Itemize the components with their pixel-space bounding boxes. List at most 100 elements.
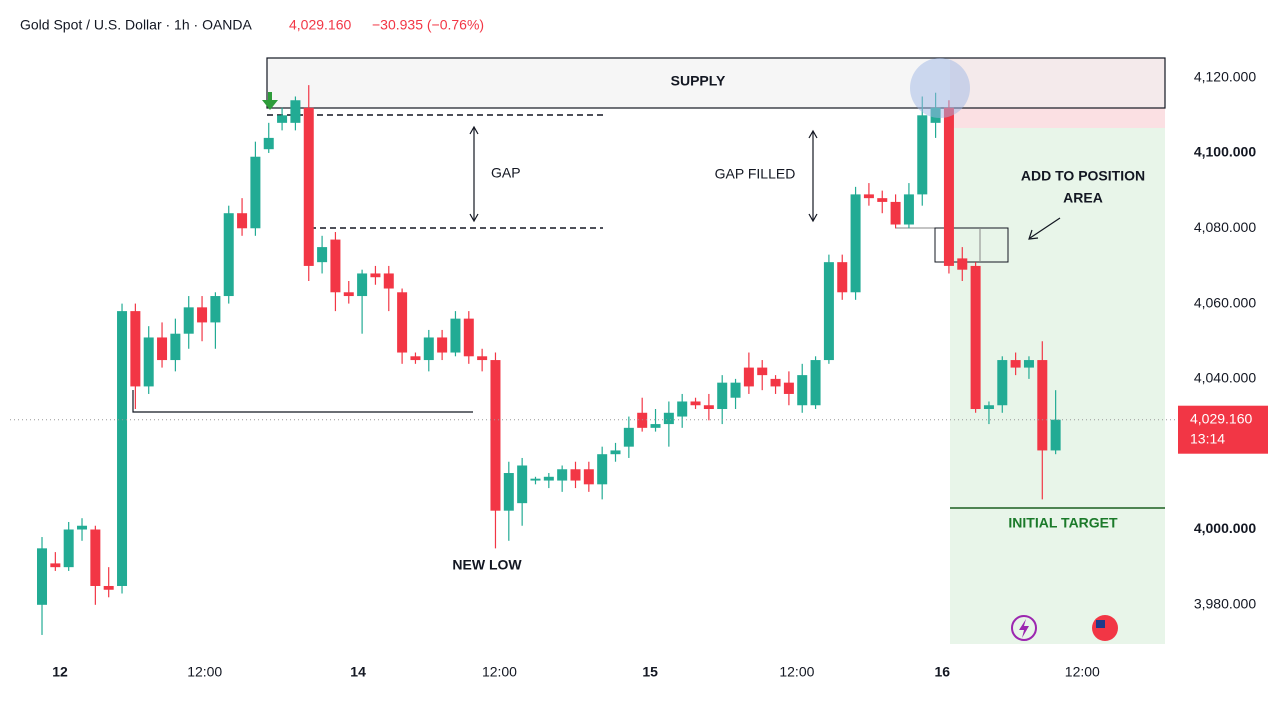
add-arrow (1029, 217, 1061, 239)
lightning-icon[interactable] (1011, 615, 1037, 641)
entry-arrow (262, 92, 278, 110)
candle-body (77, 525, 88, 530)
candle-body (557, 469, 568, 481)
y-tick-label: 4,120.000 (1194, 68, 1256, 84)
candle-body (170, 333, 181, 361)
add-arrow-head (1028, 229, 1039, 240)
candle-body (383, 273, 394, 289)
candle-body (650, 424, 661, 428)
flag-canton (1096, 620, 1105, 628)
gap-filled-label: GAP FILLED (715, 166, 796, 182)
candle-body (903, 194, 914, 225)
candle-body (357, 273, 368, 297)
candle-body (837, 262, 848, 293)
y-tick-label: 4,040.000 (1194, 370, 1256, 386)
candle-body (970, 265, 981, 410)
add-label-1: ADD TO POSITION (1021, 168, 1145, 184)
candle-body (743, 367, 754, 387)
y-tick-label: 4,080.000 (1194, 219, 1256, 235)
candle-body (597, 454, 608, 485)
candle-body (610, 450, 621, 455)
candle-body (50, 563, 61, 568)
candle-body (703, 405, 714, 410)
y-tick-label: 4,000.000 (1194, 520, 1256, 536)
y-tick-label: 3,980.000 (1194, 596, 1256, 612)
x-tick-label: 15 (642, 664, 658, 680)
candle-body (37, 548, 48, 605)
x-tick-label: 12:00 (779, 664, 814, 680)
candle-body (890, 201, 901, 225)
add-label-2: AREA (1063, 190, 1103, 206)
candles (37, 85, 1061, 635)
candle-body (303, 107, 314, 266)
candle-body (423, 337, 434, 361)
candle-body (770, 378, 781, 387)
candle-body (1010, 360, 1021, 368)
candle-body (1023, 360, 1034, 368)
candle-body (277, 115, 288, 123)
x-tick-label: 12:00 (187, 664, 222, 680)
price-tag (1178, 405, 1268, 454)
candle-body (143, 337, 154, 387)
support-line (132, 390, 473, 413)
candle-body (157, 337, 168, 361)
supply-box (266, 57, 1166, 109)
highlight-circle (910, 58, 970, 118)
y-tick-label: 4,060.000 (1194, 294, 1256, 310)
candle-body (437, 337, 448, 353)
candle-body (690, 401, 701, 406)
candle-body (450, 318, 461, 353)
candle-body (490, 360, 501, 511)
gap-filled-arrow-heads (808, 129, 818, 223)
candle-body (117, 311, 128, 586)
candle-body (1050, 419, 1061, 451)
candle-body (623, 427, 634, 447)
x-tick-label: 16 (934, 664, 950, 680)
candle-body (997, 360, 1008, 406)
candle-body (797, 375, 808, 406)
symbol: Gold Spot / U.S. Dollar · 1h · OANDA (20, 17, 253, 33)
candle-body (197, 307, 208, 323)
header-price: 4,029.160 (289, 17, 351, 33)
candle-body (290, 100, 301, 123)
x-tick-label: 12 (52, 664, 68, 680)
candle-body (877, 198, 888, 202)
candle-body (263, 137, 274, 150)
candle-body (810, 360, 821, 406)
candle-body (517, 465, 528, 504)
candle-body (463, 318, 474, 357)
candle-body (90, 529, 101, 586)
candle-body (1037, 360, 1048, 451)
x-tick-label: 12:00 (482, 664, 517, 680)
gap-arrow-heads (469, 125, 479, 223)
candle-body (677, 401, 688, 417)
candle-body (717, 382, 728, 410)
candle-body (543, 476, 554, 481)
target-label: INITIAL TARGET (1008, 515, 1118, 531)
price-tag-countdown: 13:14 (1190, 430, 1225, 446)
candle-body (63, 529, 74, 568)
candle-body (637, 412, 648, 428)
target-zone (950, 128, 1165, 644)
candle-body (130, 311, 141, 387)
y-tick-label: 4,100.000 (1194, 144, 1256, 160)
candle-body (570, 469, 581, 481)
supply-label: SUPPLY (671, 73, 726, 89)
candle-body (410, 356, 421, 361)
candle-body (370, 273, 381, 278)
candle-body (823, 262, 834, 361)
candle-body (477, 356, 488, 361)
candle-body (503, 473, 514, 511)
candle-body (250, 156, 261, 229)
candle-body (237, 213, 248, 229)
header-change: −30.935 (−0.76%) (372, 17, 484, 33)
candle-body (850, 194, 861, 293)
candle-body (663, 412, 674, 425)
price-tag-value: 4,029.160 (1190, 410, 1252, 426)
x-tick-label: 14 (350, 664, 366, 680)
candle-body (343, 292, 354, 297)
x-tick-label: 12:00 (1065, 664, 1100, 680)
candle-body (917, 115, 928, 195)
new-low-label: NEW LOW (452, 557, 522, 573)
